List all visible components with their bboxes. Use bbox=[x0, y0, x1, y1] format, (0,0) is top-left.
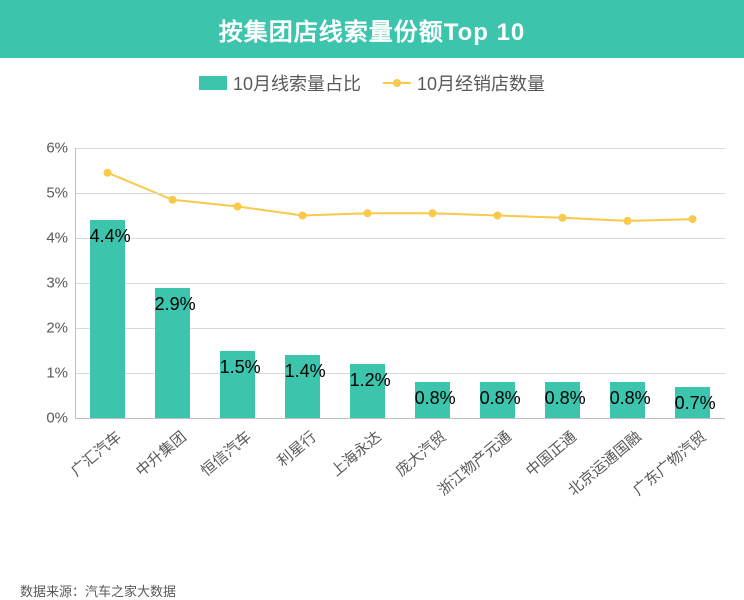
line-series-marker bbox=[299, 212, 307, 220]
bar-value-label: 0.7% bbox=[675, 393, 716, 414]
line-series-marker bbox=[364, 209, 372, 217]
y-axis bbox=[75, 148, 76, 418]
legend-swatch-line bbox=[383, 82, 411, 84]
y-axis-label: 5% bbox=[46, 185, 68, 202]
bar-value-label: 2.9% bbox=[155, 294, 196, 315]
y-axis-label: 2% bbox=[46, 320, 68, 337]
line-series-path bbox=[108, 173, 693, 221]
legend-swatch-bar bbox=[199, 76, 227, 90]
x-axis-label: 庞大汽贸 bbox=[391, 426, 450, 481]
x-axis-label: 中升集团 bbox=[131, 426, 190, 481]
bar-value-label: 0.8% bbox=[545, 388, 586, 409]
legend-label-line: 10月经销店数量 bbox=[417, 70, 545, 96]
x-axis-label: 广汇汽车 bbox=[66, 426, 125, 481]
gridline bbox=[75, 283, 725, 284]
x-axis-label: 中国正通 bbox=[521, 426, 580, 481]
chart-title-bar: 按集团店线索量份额Top 10 bbox=[0, 0, 744, 58]
chart-title: 按集团店线索量份额Top 10 bbox=[219, 12, 526, 47]
bar-value-label: 1.5% bbox=[220, 357, 261, 378]
y-axis-label: 1% bbox=[46, 365, 68, 382]
source-note: 数据来源：汽车之家大数据 bbox=[20, 581, 176, 600]
line-series-marker bbox=[429, 209, 437, 217]
bar-value-label: 0.8% bbox=[415, 388, 456, 409]
bar-value-label: 0.8% bbox=[480, 388, 521, 409]
line-series-marker bbox=[689, 215, 697, 223]
gridline bbox=[75, 193, 725, 194]
x-axis bbox=[75, 418, 725, 419]
bar-value-label: 4.4% bbox=[90, 226, 131, 247]
y-axis-label: 6% bbox=[46, 140, 68, 157]
bar bbox=[90, 220, 126, 418]
plot-region: 4.4% 2.9% 1.5% 1.4% 1.2% 0.8% 0.8% 0.8% 0.8% 0.7% bbox=[75, 148, 725, 418]
y-axis-label: 4% bbox=[46, 230, 68, 247]
chart-area: 4.4% 2.9% 1.5% 1.4% 1.2% 0.8% 0.8% 0.8% 0.8% 0.7%… bbox=[20, 148, 730, 438]
x-axis-label: 恒信汽车 bbox=[196, 426, 255, 481]
x-axis-label: 上海永达 bbox=[326, 426, 385, 481]
legend-item-bar: 10月线索量占比 bbox=[199, 70, 361, 96]
bar-value-label: 1.4% bbox=[285, 361, 326, 382]
y-axis-label: 3% bbox=[46, 275, 68, 292]
line-series-marker bbox=[494, 212, 502, 220]
y-axis-label: 0% bbox=[46, 410, 68, 427]
legend-item-line: 10月经销店数量 bbox=[383, 70, 545, 96]
bar-value-label: 1.2% bbox=[350, 370, 391, 391]
line-series-marker bbox=[559, 214, 567, 222]
legend-label-bar: 10月线索量占比 bbox=[233, 70, 361, 96]
line-series-marker bbox=[624, 217, 632, 225]
line-series-marker bbox=[234, 203, 242, 211]
legend: 10月线索量占比 10月经销店数量 bbox=[0, 58, 744, 108]
line-series-marker bbox=[104, 169, 112, 177]
gridline bbox=[75, 238, 725, 239]
x-axis-label: 利星行 bbox=[272, 426, 320, 471]
bar-value-label: 0.8% bbox=[610, 388, 651, 409]
line-series-marker bbox=[169, 196, 177, 204]
gridline bbox=[75, 148, 725, 149]
